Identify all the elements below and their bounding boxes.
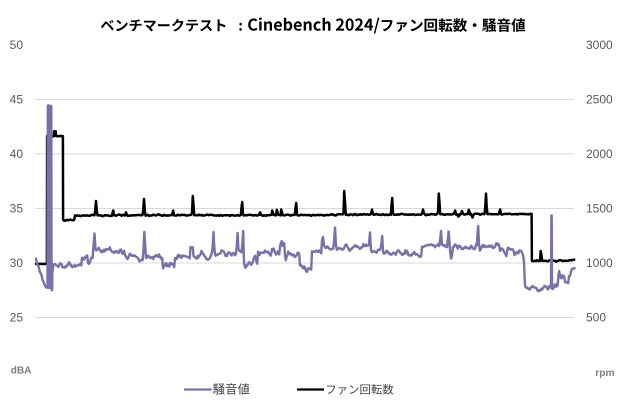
svg-text:3000: 3000 [586,38,613,52]
svg-text:25: 25 [10,311,24,325]
svg-text:2500: 2500 [586,93,613,107]
svg-text:1500: 1500 [586,202,613,216]
svg-text:500: 500 [586,311,606,325]
svg-text:2000: 2000 [586,147,613,161]
svg-text:30: 30 [10,256,24,270]
svg-text:35: 35 [10,202,24,216]
svg-text:45: 45 [10,93,24,107]
svg-text:50: 50 [10,38,24,52]
svg-text:1000: 1000 [586,256,613,270]
svg-text:40: 40 [10,147,24,161]
svg-text:rpm: rpm [595,368,614,379]
svg-text:dBA: dBA [11,365,33,376]
